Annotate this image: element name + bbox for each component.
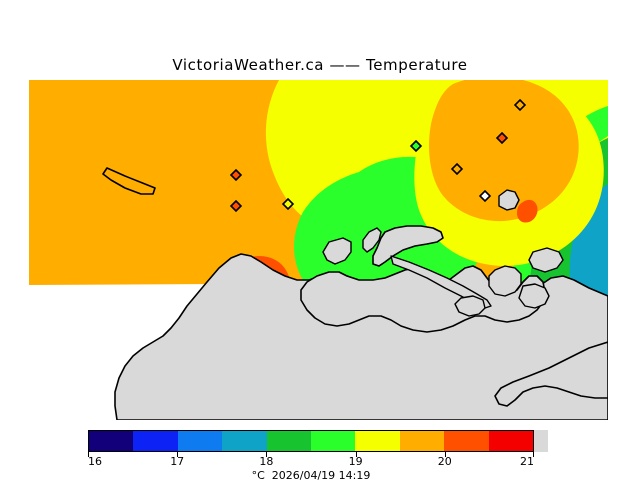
land-island-east-2 — [454, 295, 486, 317]
land-east-mainland — [494, 341, 608, 407]
colorbar-tick-5 — [533, 452, 534, 457]
land-gulf-islands — [488, 265, 522, 297]
station-haro-strait[interactable] — [450, 162, 464, 176]
colorbar-gradient[interactable] — [88, 430, 534, 452]
station-gulf-islands[interactable] — [513, 98, 527, 112]
colorbar-band-1 — [133, 431, 178, 451]
colorbar-band-8 — [444, 431, 489, 451]
colorbar-band-5 — [311, 431, 356, 451]
colorbar-tick-2 — [266, 452, 268, 457]
colorbar-tick-1 — [177, 452, 179, 457]
colorbar-band-7 — [399, 431, 445, 451]
colorbar-tick-3 — [355, 452, 357, 457]
land-spit — [390, 255, 492, 309]
station-sidney[interactable] — [478, 189, 492, 203]
colorbar-tick-label-2: 18 — [259, 455, 274, 468]
colorbar-overflow-swatch — [534, 430, 548, 452]
colorbar-band-6 — [355, 431, 400, 451]
land-island-fragment-west — [322, 237, 352, 265]
colorbar-tick-label-5: 21 — [520, 455, 534, 468]
station-active-pass[interactable] — [495, 131, 509, 145]
station-sooke-basin[interactable] — [281, 197, 295, 211]
temperature-map[interactable] — [29, 80, 608, 420]
land-outline-race-rocks — [102, 167, 156, 195]
colorbar-band-0 — [89, 431, 134, 451]
land-island-ne-corner — [498, 189, 520, 211]
colorbar-tick-label-0: 16 — [88, 455, 102, 468]
land-island-east-1 — [518, 283, 550, 309]
colorbar-tick-0 — [88, 452, 89, 457]
page-title: VictoriaWeather.ca —— Temperature — [172, 56, 468, 74]
colorbar-band-4 — [266, 431, 312, 451]
region-northeast-orange — [429, 80, 579, 221]
colorbar-caption: °C 2026/04/19 14:19 — [251, 469, 371, 482]
land-small-island-nw — [362, 227, 382, 253]
colorbar-tick-label-1: 17 — [170, 455, 185, 468]
region-northeast-core-red — [517, 199, 538, 223]
colorbar-tick-label-3: 19 — [348, 455, 363, 468]
land-masses — [102, 167, 608, 420]
map-canvas — [29, 80, 608, 420]
colorbar-band-2 — [177, 431, 223, 451]
station-west-mid[interactable] — [229, 168, 243, 182]
station-saanich-inlet[interactable] — [409, 139, 423, 153]
colorbar-tick-label-4: 20 — [437, 455, 452, 468]
colorbar-band-9 — [488, 431, 534, 451]
station-markers[interactable] — [229, 98, 527, 213]
colorbar-tick-4 — [444, 452, 446, 457]
station-west-hotspot[interactable] — [229, 199, 243, 213]
colorbar-band-3 — [222, 431, 267, 451]
land-san-juan-island — [528, 247, 564, 273]
colorbar[interactable]: 16 17 18 19 20 21 °C 2026/04/19 14:19 — [88, 430, 548, 482]
